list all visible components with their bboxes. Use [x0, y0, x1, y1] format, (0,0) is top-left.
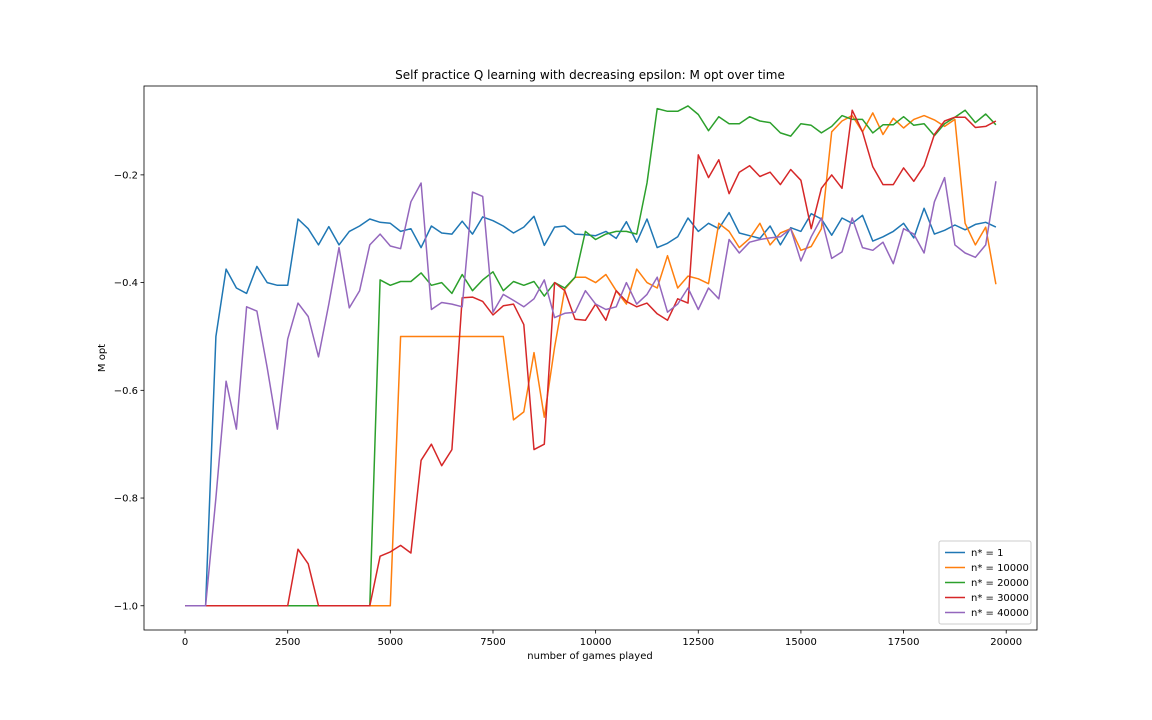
series-lines — [185, 105, 997, 607]
legend-box — [938, 540, 1032, 625]
legend-label-4: n* = 30000 — [971, 593, 1029, 604]
y-tick-label: −0.4 — [114, 278, 138, 289]
y-tick-label: −0.8 — [114, 494, 138, 505]
x-tick-label: 2500 — [275, 637, 300, 648]
x-axis-label: number of games played — [527, 651, 652, 662]
x-tick-label: 15000 — [785, 637, 817, 648]
y-tick-label: −0.2 — [114, 170, 138, 181]
y-axis-ticks: −1.0 −0.8 −0.6 −0.4 −0.2 — [114, 170, 144, 612]
x-tick-label: 0 — [182, 637, 188, 648]
series-line-4 — [185, 109, 997, 607]
legend-label-5: n* = 40000 — [971, 608, 1029, 619]
x-tick-label: 17500 — [888, 637, 920, 648]
x-tick-label: 7500 — [480, 637, 505, 648]
x-tick-label: 5000 — [378, 637, 403, 648]
legend-label-3: n* = 20000 — [971, 578, 1029, 589]
y-axis-label: M opt — [97, 344, 108, 372]
y-tick-label: −1.0 — [114, 601, 138, 612]
x-tick-label: 12500 — [682, 637, 714, 648]
x-tick-label: 20000 — [990, 637, 1022, 648]
series-line-2 — [185, 112, 997, 607]
legend: n* = 1 n* = 10000 n* = 20000 n* = 30000 n* =… — [938, 540, 1032, 625]
plot-area-frame — [143, 85, 1038, 631]
x-axis-ticks: 0 2500 5000 7500 10000 12500 15000 17500 20000 — [182, 630, 1022, 648]
series-line-3 — [185, 105, 997, 607]
series-line-5 — [185, 176, 997, 607]
legend-label-2: n* = 10000 — [971, 563, 1029, 574]
series-line-1 — [185, 207, 997, 607]
legend-label-1: n* = 1 — [971, 548, 1003, 559]
y-tick-label: −0.6 — [114, 386, 138, 397]
chart-title: Self practice Q learning with decreasing… — [395, 68, 785, 82]
x-tick-label: 10000 — [580, 637, 612, 648]
